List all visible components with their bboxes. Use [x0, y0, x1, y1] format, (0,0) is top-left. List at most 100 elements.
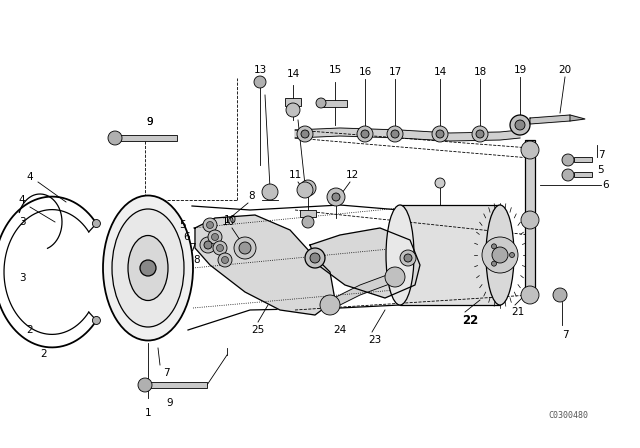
- Circle shape: [218, 253, 232, 267]
- Ellipse shape: [128, 236, 168, 301]
- Circle shape: [254, 76, 266, 88]
- Text: 4: 4: [27, 172, 33, 182]
- Bar: [400, 205, 500, 305]
- Circle shape: [521, 141, 539, 159]
- Text: 24: 24: [333, 325, 347, 335]
- Circle shape: [316, 98, 326, 108]
- Circle shape: [387, 126, 403, 142]
- Ellipse shape: [112, 209, 184, 327]
- Circle shape: [482, 237, 518, 273]
- Circle shape: [492, 261, 497, 266]
- Text: 3: 3: [19, 273, 26, 283]
- Text: 5: 5: [179, 220, 186, 230]
- Bar: [323, 100, 347, 107]
- Text: 15: 15: [328, 65, 342, 75]
- Circle shape: [521, 211, 539, 229]
- Text: 19: 19: [513, 65, 527, 75]
- Circle shape: [310, 253, 320, 263]
- Text: 22: 22: [462, 314, 478, 327]
- Bar: [574, 172, 592, 177]
- Text: 2: 2: [27, 325, 33, 335]
- Text: 6: 6: [184, 232, 190, 242]
- Circle shape: [332, 193, 340, 201]
- Text: 4: 4: [19, 195, 26, 205]
- Text: 10: 10: [221, 217, 235, 227]
- Bar: [285, 98, 301, 106]
- Text: 7: 7: [562, 330, 568, 340]
- Text: 7: 7: [163, 368, 170, 378]
- Circle shape: [297, 126, 313, 142]
- Ellipse shape: [103, 195, 193, 340]
- Ellipse shape: [386, 205, 414, 305]
- Circle shape: [521, 286, 539, 304]
- Circle shape: [221, 257, 228, 263]
- Circle shape: [400, 250, 416, 266]
- Text: 9: 9: [147, 117, 154, 127]
- Bar: [115, 135, 177, 141]
- Polygon shape: [295, 128, 520, 141]
- Circle shape: [562, 169, 574, 181]
- Text: 1: 1: [145, 408, 151, 418]
- Circle shape: [239, 242, 251, 254]
- Bar: [574, 157, 592, 162]
- Text: 11: 11: [289, 170, 301, 180]
- Bar: [525, 140, 535, 295]
- Circle shape: [492, 244, 497, 249]
- Text: 18: 18: [474, 67, 486, 77]
- Circle shape: [435, 178, 445, 188]
- Polygon shape: [570, 115, 585, 121]
- Text: 13: 13: [253, 65, 267, 75]
- Text: 2: 2: [41, 349, 47, 359]
- Circle shape: [553, 288, 567, 302]
- Text: 8: 8: [249, 191, 255, 201]
- Text: 14: 14: [286, 69, 300, 79]
- Circle shape: [510, 115, 530, 135]
- Text: 25: 25: [252, 325, 264, 335]
- Circle shape: [509, 253, 515, 258]
- Circle shape: [436, 130, 444, 138]
- Text: 12: 12: [346, 170, 358, 180]
- Text: 6: 6: [603, 180, 609, 190]
- Circle shape: [385, 267, 405, 287]
- Circle shape: [562, 154, 574, 166]
- Circle shape: [200, 237, 216, 253]
- Polygon shape: [195, 215, 335, 315]
- Circle shape: [361, 130, 369, 138]
- Circle shape: [213, 241, 227, 255]
- Text: 5: 5: [598, 165, 604, 175]
- Text: 7: 7: [189, 243, 195, 253]
- Circle shape: [203, 218, 217, 232]
- Text: 21: 21: [511, 307, 525, 317]
- Circle shape: [301, 130, 309, 138]
- Circle shape: [204, 241, 212, 249]
- Text: 17: 17: [388, 67, 402, 77]
- Circle shape: [92, 316, 100, 324]
- Circle shape: [262, 184, 278, 200]
- Circle shape: [515, 120, 525, 130]
- Circle shape: [300, 180, 316, 196]
- Circle shape: [327, 188, 345, 206]
- Text: 10: 10: [223, 215, 237, 225]
- Circle shape: [320, 295, 340, 315]
- Ellipse shape: [486, 205, 514, 305]
- Circle shape: [108, 131, 122, 145]
- Text: 20: 20: [559, 65, 572, 75]
- Circle shape: [211, 233, 218, 241]
- Text: 3: 3: [19, 217, 26, 227]
- Circle shape: [92, 220, 100, 228]
- Circle shape: [207, 221, 214, 228]
- Text: 9: 9: [147, 117, 154, 127]
- Circle shape: [234, 237, 256, 259]
- Circle shape: [140, 260, 156, 276]
- Text: C0300480: C0300480: [548, 410, 588, 419]
- Circle shape: [476, 130, 484, 138]
- Circle shape: [208, 230, 222, 244]
- Circle shape: [432, 126, 448, 142]
- Circle shape: [404, 254, 412, 262]
- Circle shape: [138, 378, 152, 392]
- Circle shape: [302, 216, 314, 228]
- Text: 7: 7: [598, 150, 604, 160]
- Polygon shape: [530, 115, 570, 124]
- Circle shape: [216, 245, 223, 251]
- Bar: [300, 210, 316, 217]
